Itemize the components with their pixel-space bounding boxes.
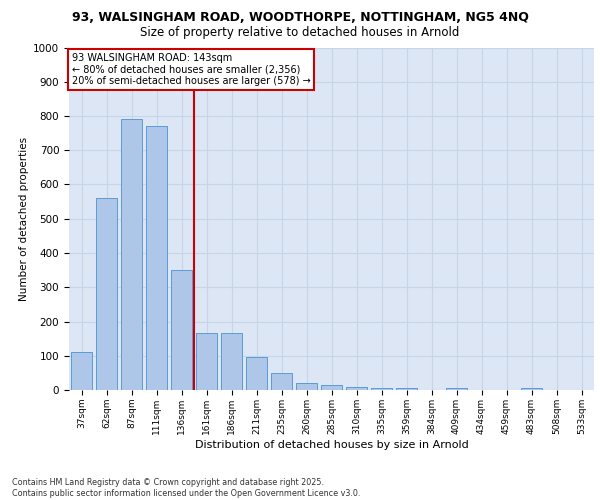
Bar [171,270,192,390]
Bar [196,334,217,390]
Bar [346,386,367,390]
Bar [321,385,342,390]
Text: 93, WALSINGHAM ROAD, WOODTHORPE, NOTTINGHAM, NG5 4NQ: 93, WALSINGHAM ROAD, WOODTHORPE, NOTTING… [71,11,529,24]
Bar [71,352,92,390]
X-axis label: Distribution of detached houses by size in Arnold: Distribution of detached houses by size … [194,440,469,450]
Bar [96,198,117,390]
Bar [296,383,317,390]
Text: 93 WALSINGHAM ROAD: 143sqm
← 80% of detached houses are smaller (2,356)
20% of s: 93 WALSINGHAM ROAD: 143sqm ← 80% of deta… [71,52,310,86]
Bar [121,120,142,390]
Bar [521,388,542,390]
Y-axis label: Number of detached properties: Number of detached properties [19,136,29,301]
Text: Size of property relative to detached houses in Arnold: Size of property relative to detached ho… [140,26,460,39]
Bar [446,388,467,390]
Bar [146,126,167,390]
Bar [221,334,242,390]
Bar [271,373,292,390]
Bar [246,358,267,390]
Bar [371,388,392,390]
Text: Contains HM Land Registry data © Crown copyright and database right 2025.
Contai: Contains HM Land Registry data © Crown c… [12,478,361,498]
Bar [396,388,417,390]
